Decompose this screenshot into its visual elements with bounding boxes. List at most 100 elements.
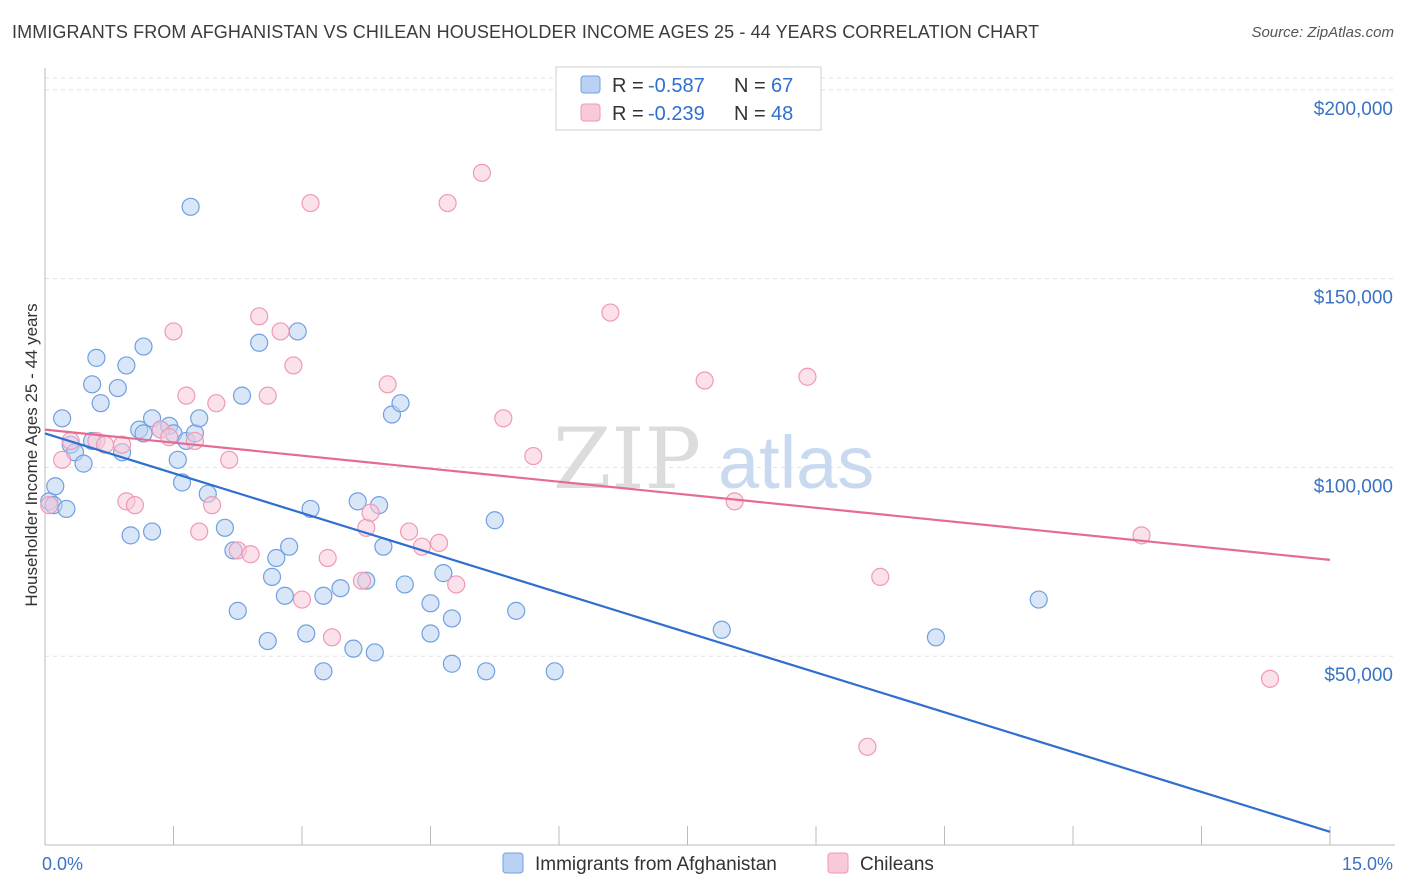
legend-r-label-1: R = bbox=[612, 75, 644, 97]
legend-n-label-2: N = bbox=[734, 103, 766, 125]
legend-box: R = -0.587 N = 67 R = -0.239 N = 48 bbox=[555, 66, 822, 131]
data-point bbox=[494, 409, 513, 428]
series-points-1 bbox=[40, 163, 1280, 756]
data-point bbox=[352, 571, 372, 590]
x-tick-labels: 0.0% 15.0% bbox=[42, 854, 1393, 874]
data-point bbox=[507, 601, 526, 620]
x-tick-label-0: 0.0% bbox=[42, 854, 83, 874]
data-point bbox=[275, 586, 294, 605]
data-point bbox=[112, 435, 132, 454]
data-point bbox=[297, 624, 316, 643]
data-point bbox=[314, 662, 333, 681]
data-point bbox=[57, 499, 76, 519]
data-point bbox=[477, 662, 496, 681]
watermark-zip: ZIP bbox=[553, 410, 701, 508]
data-point bbox=[858, 737, 877, 756]
x-tick-label-1: 15.0% bbox=[1342, 854, 1393, 874]
bottom-legend: Immigrants from Afghanistan Chileans bbox=[502, 852, 934, 875]
trend-line-0 bbox=[44, 432, 1331, 833]
data-point bbox=[292, 590, 312, 609]
data-point bbox=[348, 492, 367, 511]
data-point bbox=[429, 533, 449, 553]
legend-n-label-1: N = bbox=[734, 75, 766, 97]
data-point bbox=[220, 450, 239, 469]
data-point bbox=[262, 567, 282, 586]
data-point bbox=[267, 548, 286, 568]
data-point bbox=[284, 356, 303, 375]
data-point bbox=[53, 450, 72, 469]
watermark-atlas: atlas bbox=[718, 421, 874, 504]
data-point bbox=[926, 628, 946, 647]
data-point bbox=[83, 375, 102, 394]
data-point bbox=[545, 662, 564, 681]
data-point bbox=[361, 503, 380, 522]
source-label: Source: ZipAtlas.com bbox=[1251, 24, 1394, 41]
chart-title: IMMIGRANTS FROM AFGHANISTAN VS CHILEAN H… bbox=[12, 22, 1040, 42]
data-point bbox=[1029, 590, 1048, 609]
data-point bbox=[190, 409, 209, 428]
data-point bbox=[288, 322, 307, 341]
data-point bbox=[695, 371, 714, 390]
data-point bbox=[241, 545, 260, 564]
data-point bbox=[207, 394, 226, 413]
data-point bbox=[318, 548, 337, 568]
data-point bbox=[472, 163, 491, 182]
data-point bbox=[215, 518, 234, 537]
data-point bbox=[434, 564, 453, 583]
data-point bbox=[601, 303, 620, 322]
data-point bbox=[74, 454, 93, 473]
data-point bbox=[314, 586, 333, 605]
bottom-legend-swatch-afghanistan bbox=[502, 852, 524, 874]
bottom-legend-chileans: Chileans bbox=[860, 854, 934, 875]
legend-n-value-2: 48 bbox=[771, 103, 793, 125]
data-point bbox=[125, 496, 145, 515]
legend-swatch-chileans bbox=[580, 103, 601, 122]
bottom-legend-swatch-chileans bbox=[827, 852, 849, 874]
data-point bbox=[365, 643, 384, 662]
legend-r-value-2: -0.239 bbox=[648, 103, 705, 125]
data-point bbox=[485, 511, 504, 530]
trend-line-1 bbox=[44, 428, 1331, 561]
data-point bbox=[232, 386, 252, 405]
data-point bbox=[438, 193, 457, 213]
data-point bbox=[181, 197, 200, 216]
data-point bbox=[108, 378, 127, 398]
data-point bbox=[421, 624, 440, 643]
data-point bbox=[399, 522, 419, 541]
data-point bbox=[177, 386, 196, 405]
data-point bbox=[271, 322, 290, 341]
data-point bbox=[134, 424, 153, 443]
data-point bbox=[1260, 669, 1280, 688]
axes bbox=[44, 68, 1395, 846]
data-point bbox=[250, 333, 269, 352]
y-tick-labels: $50,000 $100,000 $150,000 $200,000 bbox=[1314, 99, 1393, 686]
data-point bbox=[871, 567, 890, 586]
data-point bbox=[798, 367, 817, 386]
data-point bbox=[322, 628, 342, 647]
data-point bbox=[117, 356, 136, 375]
data-point bbox=[442, 654, 462, 673]
bottom-legend-afghanistan: Immigrants from Afghanistan bbox=[535, 854, 777, 875]
data-point bbox=[87, 348, 106, 367]
data-point bbox=[168, 450, 187, 469]
legend-r-value-1: -0.587 bbox=[648, 75, 705, 97]
watermark: ZIP atlas bbox=[553, 410, 874, 508]
y-tick-label-1: $100,000 bbox=[1314, 476, 1393, 497]
y-tick-label-2: $150,000 bbox=[1314, 288, 1393, 309]
data-point bbox=[524, 446, 543, 466]
data-point bbox=[142, 522, 162, 541]
data-point bbox=[185, 431, 205, 451]
data-point bbox=[391, 394, 410, 413]
data-point bbox=[46, 477, 65, 496]
data-point bbox=[280, 537, 299, 556]
trend-lines bbox=[44, 428, 1331, 833]
data-point bbox=[331, 579, 350, 598]
legend-swatch-afghanistan bbox=[580, 75, 601, 94]
data-point bbox=[202, 496, 222, 515]
data-point bbox=[301, 193, 320, 213]
data-point bbox=[164, 322, 183, 341]
data-point bbox=[250, 307, 269, 326]
grid-lines bbox=[45, 77, 1395, 657]
data-point bbox=[91, 394, 110, 413]
